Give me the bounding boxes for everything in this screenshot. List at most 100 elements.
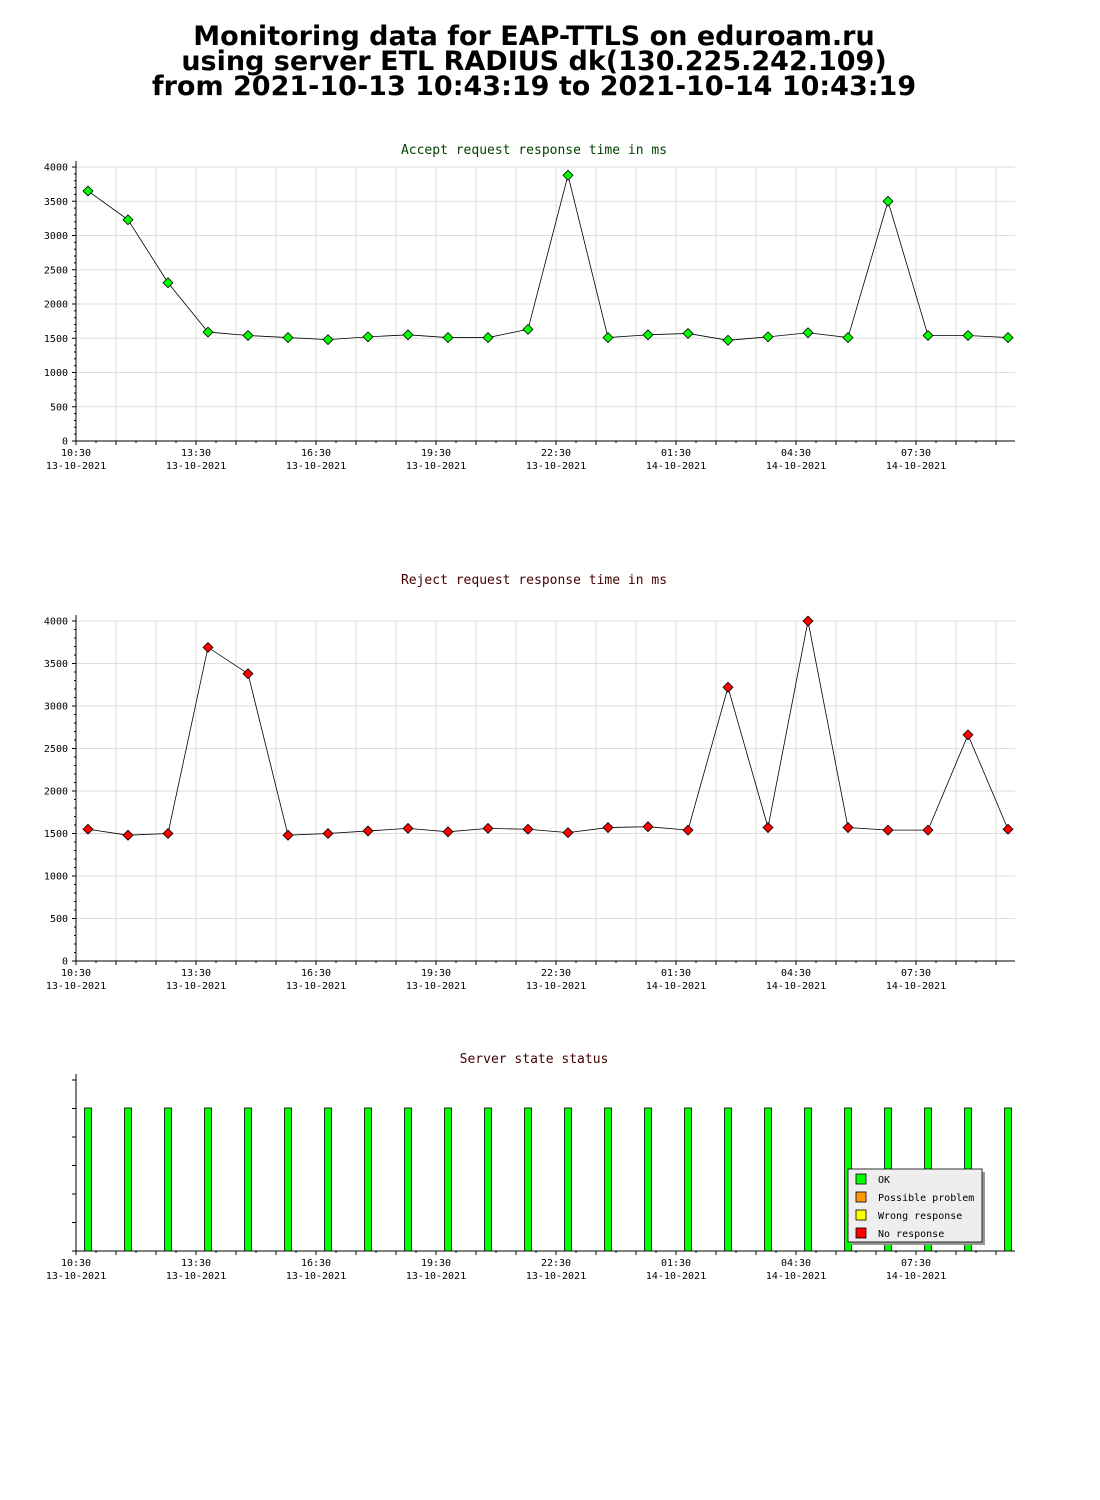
y-tick-label: 500 [50,914,68,925]
legend-label: OK [878,1175,890,1186]
x-tick-label-time: 10:30 [61,968,91,979]
x-tick-label-time: 19:30 [421,968,451,979]
y-tick-label: 0 [62,957,68,968]
data-point [322,334,334,346]
x-tick-label-date: 13-10-2021 [406,1271,466,1282]
data-point [802,615,814,627]
x-tick-label-time: 13:30 [181,968,211,979]
status-bar [1004,1107,1012,1252]
x-tick-label-date: 13-10-2021 [166,461,226,472]
x-tick-label-date: 13-10-2021 [166,981,226,992]
x-tick-label-date: 14-10-2021 [886,981,946,992]
y-tick-label: 500 [50,402,68,413]
data-point [802,327,814,339]
data-point [442,826,454,838]
data-point [202,326,214,338]
x-tick-label-time: 22:30 [541,1258,571,1269]
data-point [562,169,574,181]
data-point [242,329,254,342]
status-bar [764,1107,772,1252]
data-point [882,824,894,836]
x-tick-label-time: 04:30 [781,448,811,459]
x-tick-label-time: 16:30 [301,1258,331,1269]
x-tick-label-time: 13:30 [181,448,211,459]
status-bar [124,1107,132,1252]
y-tick-label: 1500 [44,829,68,840]
x-tick-label-date: 14-10-2021 [766,981,826,992]
data-point [842,332,854,344]
status-bar [484,1107,492,1252]
y-tick-label: 0 [62,437,68,448]
legend-label: Wrong response [878,1211,962,1222]
data-point [522,823,534,835]
data-point [402,822,414,834]
data-point [882,195,894,207]
page-title: Monitoring data for EAP-TTLS on eduroam.… [0,23,1068,100]
data-point [682,327,694,339]
x-tick-label-date: 14-10-2021 [766,1271,826,1282]
x-tick-label-time: 01:30 [661,448,691,459]
x-tick-label-time: 01:30 [661,1258,691,1269]
data-point [162,827,174,840]
data-point [562,827,574,839]
y-tick-label: 2000 [44,787,68,798]
x-tick-label-date: 13-10-2021 [166,1271,226,1282]
page-title-line-2: using server ETL RADIUS dk(130.225.242.1… [181,46,887,77]
x-tick-label-time: 10:30 [61,1258,91,1269]
y-tick-label: 1500 [44,334,68,345]
data-point [322,827,334,840]
x-tick-label-time: 04:30 [781,968,811,979]
legend-label: No response [878,1229,944,1240]
status-bar [204,1107,212,1252]
status-bar [284,1107,292,1252]
data-point [842,822,854,834]
data-point [82,185,94,197]
data-point [762,331,774,343]
legend-swatch [855,1209,867,1221]
data-point [362,825,374,837]
data-point [642,821,654,833]
x-tick-label-time: 07:30 [901,448,931,459]
status-bar [564,1107,572,1252]
chart-title: Reject request response time in ms [401,573,667,588]
x-tick-label-date: 13-10-2021 [46,1271,106,1282]
data-point [722,681,734,693]
chart-title: Accept request response time in ms [401,143,667,158]
y-tick-label: 2500 [44,265,68,276]
data-point [282,829,294,841]
data-point [1002,823,1014,835]
y-tick-label: 4000 [44,617,68,628]
x-tick-label-date: 13-10-2021 [526,461,586,472]
x-tick-label-date: 14-10-2021 [646,461,706,472]
y-tick-label: 3000 [44,231,68,242]
x-tick-label-time: 10:30 [61,448,91,459]
data-point [82,823,94,835]
data-point [162,277,174,289]
x-tick-label-date: 13-10-2021 [526,1271,586,1282]
x-tick-label-time: 01:30 [661,968,691,979]
status-bar [84,1107,92,1252]
chart-title: Server state status [460,1052,609,1067]
series-line [87,620,1009,836]
data-point [482,332,494,344]
status-bar [644,1107,652,1252]
data-point [402,329,414,341]
data-point [762,822,774,834]
x-tick-label-date: 14-10-2021 [886,461,946,472]
data-point [482,822,494,834]
x-tick-label-time: 04:30 [781,1258,811,1269]
x-tick-label-time: 07:30 [901,1258,931,1269]
data-point [722,334,734,346]
x-tick-label-date: 13-10-2021 [286,461,346,472]
x-tick-label-time: 22:30 [541,968,571,979]
data-point [202,641,214,653]
y-tick-label: 1000 [44,368,68,379]
x-tick-label-date: 14-10-2021 [646,981,706,992]
series-line [87,175,1009,341]
y-tick-label: 3500 [44,197,68,208]
data-point [682,824,694,836]
data-point [922,824,934,836]
y-tick-label: 2500 [44,744,68,755]
data-point [122,214,134,226]
x-tick-label-time: 19:30 [421,448,451,459]
